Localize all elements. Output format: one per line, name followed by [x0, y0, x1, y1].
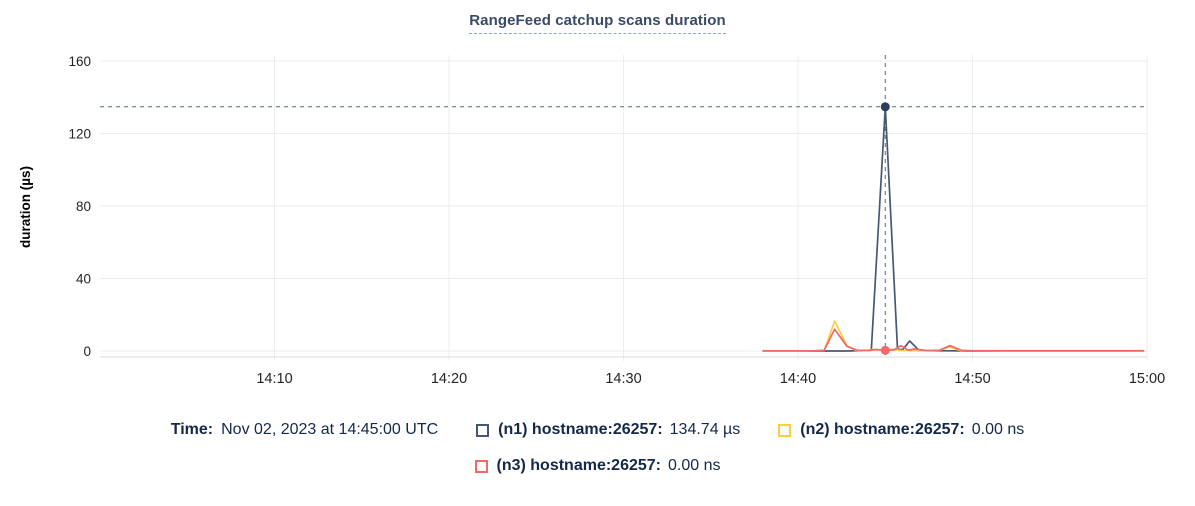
y-tick-label: 80 [76, 199, 91, 214]
y-tick-label: 40 [76, 272, 91, 287]
legend-time-value: Nov 02, 2023 at 14:45:00 UTC [221, 421, 439, 438]
legend-swatch-n2-icon [778, 423, 792, 437]
x-tick-label: 15:00 [1129, 371, 1165, 387]
x-tick-label: 14:20 [431, 371, 467, 387]
y-tick-label: 0 [83, 344, 91, 359]
series-line-n3 [762, 328, 1145, 352]
x-tick-label: 14:40 [780, 371, 816, 387]
hover-marker-n3 [880, 345, 890, 355]
chart-plot-area[interactable]: 0 40 80 120 160 14:10 14:20 14:30 14:40 14:50 15:0… [0, 0, 1195, 402]
legend-time: Time: Nov 02, 2023 at 14:45:00 UTC [171, 421, 438, 439]
legend-item-n2: (n2) hostname:26257: 0.00 ns [778, 421, 1024, 439]
hover-marker-n1 [880, 102, 890, 112]
legend-value-n1: 134.74 µs [669, 421, 741, 438]
legend-label-n3: (n3) hostname:26257: [496, 457, 662, 474]
legend-item-n3: (n3) hostname:26257: 0.00 ns [474, 457, 721, 475]
y-axis-title: duration (µs) [18, 166, 33, 248]
x-tick-label: 14:30 [605, 371, 641, 387]
series-line-n1 [762, 105, 1145, 352]
legend-time-label: Time: [170, 421, 214, 438]
chart-title[interactable]: RangeFeed catchup scans duration [469, 12, 726, 34]
x-tick-label: 14:10 [256, 371, 292, 387]
x-tick-label: 14:50 [954, 371, 990, 387]
legend-value-n2: 0.00 ns [971, 421, 1025, 438]
legend-item-n1: (n1) hostname:26257: 134.74 µs [476, 421, 740, 439]
legend-swatch-n1-icon [476, 423, 490, 437]
y-tick-label: 120 [68, 127, 91, 142]
legend-row-1: Time: Nov 02, 2023 at 14:45:00 UTC (n1) … [0, 421, 1195, 439]
legend-swatch-n3-icon [474, 459, 488, 473]
y-tick-label: 160 [68, 54, 91, 69]
legend-value-n3: 0.00 ns [668, 457, 721, 474]
legend-label-n1: (n1) hostname:26257: [498, 421, 663, 438]
chart-title-row: RangeFeed catchup scans duration [0, 12, 1195, 34]
legend-label-n2: (n2) hostname:26257: [800, 421, 965, 438]
legend-row-2: (n3) hostname:26257: 0.00 ns [0, 457, 1195, 475]
